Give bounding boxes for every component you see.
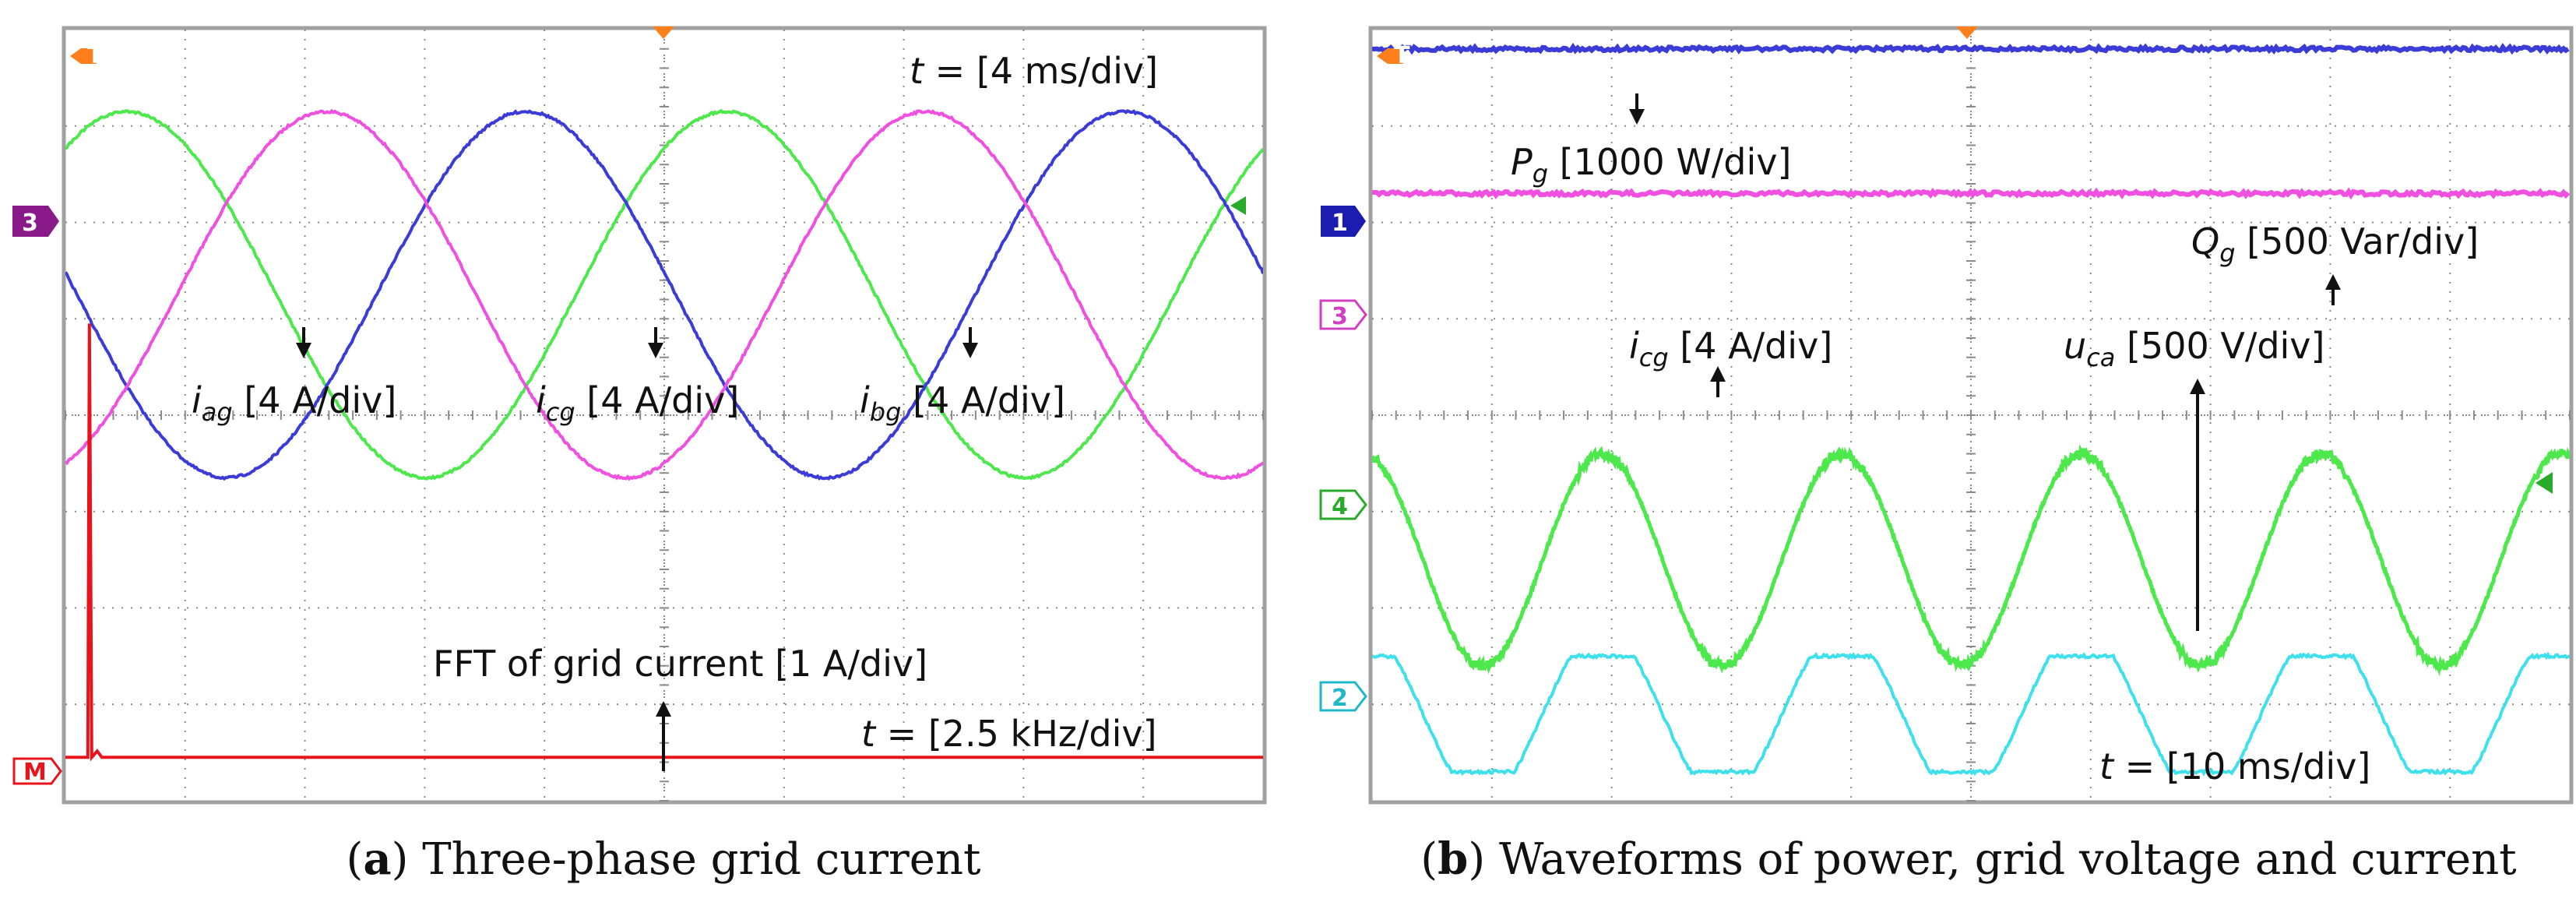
label-qg-text: [500 Var/div] (2236, 220, 2479, 262)
label-ibg-sub: bg (870, 397, 902, 427)
label-qg-var: Q (2191, 220, 2219, 262)
caption-a: (a) Three-phase grid current (346, 833, 981, 885)
panel-a-scope: T 3 M t = [4 ms/div] iag [4 A/div] icg [… (12, 26, 1267, 805)
label-pg-var: P (1511, 141, 1533, 183)
fft-scale-label: t = [2.5 kHz/div] (861, 713, 1157, 755)
channel-3-marker-a: 3 (12, 206, 59, 237)
level-marker-a (1230, 196, 1246, 215)
panel-b-grid (1371, 29, 2571, 802)
time-b-var: t (2099, 745, 2115, 787)
channel-3-b-label: 3 (1332, 303, 1348, 330)
label-iag-sub: ag (202, 397, 233, 427)
trace-ibg (65, 109, 1263, 481)
channel-1-label: 1 (1332, 210, 1348, 237)
trigger-position-marker-b (1956, 26, 1978, 39)
trace-fft (65, 323, 1263, 762)
caption-b: (b) Waveforms of power, grid voltage and… (1420, 833, 2517, 885)
fft-scale-value: = [2.5 kHz/div] (875, 713, 1157, 755)
caption-b-text: Waveforms of power, grid voltage and cur… (1485, 834, 2517, 885)
channel-2-marker: 2 (1319, 681, 1367, 712)
caption-b-letter: b (1438, 833, 1468, 885)
panel-b-scope: T 1 3 4 2 Pg [1000 W/div] Qg [500 Var/di… (1319, 26, 2574, 805)
label-uca: uca [500 V/div] (2064, 325, 2324, 372)
label-iag: iag [4 A/div] (192, 379, 396, 427)
label-uca-var: u (2064, 325, 2086, 367)
fft-label: FFT of grid current [1 A/div] (433, 643, 927, 685)
label-iag-text: [4 A/div] (233, 379, 397, 421)
label-pg: Pg [1000 W/div] (1511, 141, 1791, 188)
label-qg: Qg [500 Var/div] (2191, 220, 2479, 268)
channel-4-marker: 4 (1319, 489, 1367, 520)
label-uca-sub: ca (2086, 343, 2115, 372)
trace-icg-b (1372, 443, 2570, 676)
trace-pg (1372, 42, 2570, 55)
trigger-marker-b: T (1377, 42, 1410, 69)
label-pg-text: [1000 W/div] (1548, 141, 1791, 183)
label-icg-a-text: [4 A/div] (575, 379, 740, 421)
label-pg-sub: g (1533, 159, 1548, 188)
label-qg-sub: g (2219, 238, 2235, 268)
label-icg-a-sub: cg (546, 397, 575, 427)
trace-iag (65, 108, 1263, 481)
label-ibg-text: [4 A/div] (901, 379, 1065, 421)
label-icg-a: icg [4 A/div] (536, 379, 739, 427)
math-marker-label: M (23, 759, 47, 786)
time-scale-label-b: t = [10 ms/div] (2099, 745, 2370, 787)
time-value: = [4 ms/div] (924, 50, 1158, 92)
channel-4-label: 4 (1332, 493, 1348, 520)
trace-qg (1372, 187, 2570, 200)
trace-uca (1372, 651, 2570, 777)
channel-1-marker: 1 (1321, 206, 1366, 237)
caption-a-text: Three-phase grid current (408, 834, 981, 885)
time-scale-label-a: t = [4 ms/div] (910, 50, 1158, 92)
channel-3-label: 3 (22, 210, 38, 237)
label-icg-b-text: [4 A/div] (1669, 325, 1833, 367)
fft-scale-var: t (861, 713, 877, 755)
label-icg-b-var: i (1629, 325, 1639, 367)
trigger-marker-b-label: T (1394, 42, 1410, 69)
label-iag-var: i (192, 379, 202, 421)
math-marker-a: M (12, 757, 62, 786)
time-b-value: = [10 ms/div] (2113, 745, 2370, 787)
label-ibg-var: i (860, 379, 870, 421)
trigger-position-marker-a (653, 26, 674, 39)
caption-a-letter: a (363, 833, 391, 885)
channel-2-label: 2 (1332, 685, 1348, 712)
level-marker-b (2536, 472, 2553, 494)
trigger-marker-a: T (70, 42, 104, 69)
label-icg-b: icg [4 A/div] (1629, 325, 1832, 372)
time-var: t (910, 50, 925, 92)
label-uca-text: [500 V/div] (2115, 325, 2324, 367)
channel-3-marker-b: 3 (1319, 299, 1367, 330)
trigger-marker-label: T (87, 42, 104, 69)
trace-icg-a (65, 108, 1263, 481)
label-icg-a-var: i (536, 379, 546, 421)
label-icg-b-sub: cg (1639, 343, 1669, 372)
label-ibg: ibg [4 A/div] (860, 379, 1065, 427)
